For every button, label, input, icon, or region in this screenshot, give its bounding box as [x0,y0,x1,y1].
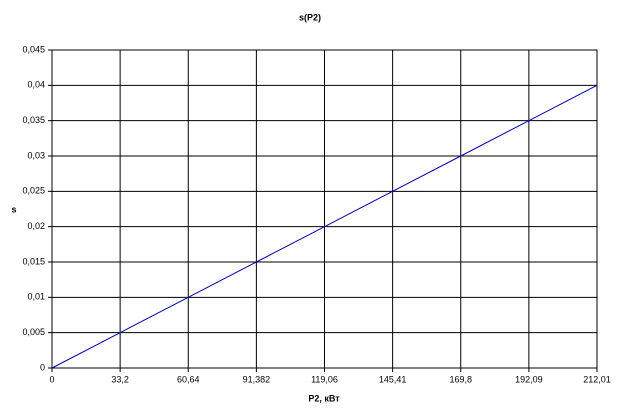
y-tick-label: 0,03 [27,150,45,160]
x-tick-label: 119,06 [311,374,338,384]
y-tick-label: 0,015 [22,256,45,266]
y-tick-label: 0,005 [22,327,45,337]
x-tick-label: 145,41 [379,374,407,384]
x-axis-label: P2, кВт [308,393,340,403]
x-tick-label: 192,09 [515,374,543,384]
y-tick-label: 0,04 [27,80,45,90]
data-line [51,84,598,369]
x-tick-label: 91,382 [243,374,271,384]
x-tick-label: 33,2 [111,374,129,384]
x-tick-label: 0 [49,374,54,384]
y-tick-label: 0,035 [22,115,45,125]
y-tick-label: 0,045 [22,44,45,54]
y-axis-label: s [11,204,16,214]
y-tick-label: 0,01 [27,292,45,302]
chart-title: s(P2) [299,12,321,22]
y-tick-label: 0,02 [27,221,45,231]
y-tick-label: 0 [40,362,45,372]
x-tick-label: 60,64 [177,374,200,384]
x-tick-label: 212,01 [583,374,611,384]
x-tick-label: 169,8 [449,374,472,384]
y-tick-label: 0,025 [22,186,45,196]
